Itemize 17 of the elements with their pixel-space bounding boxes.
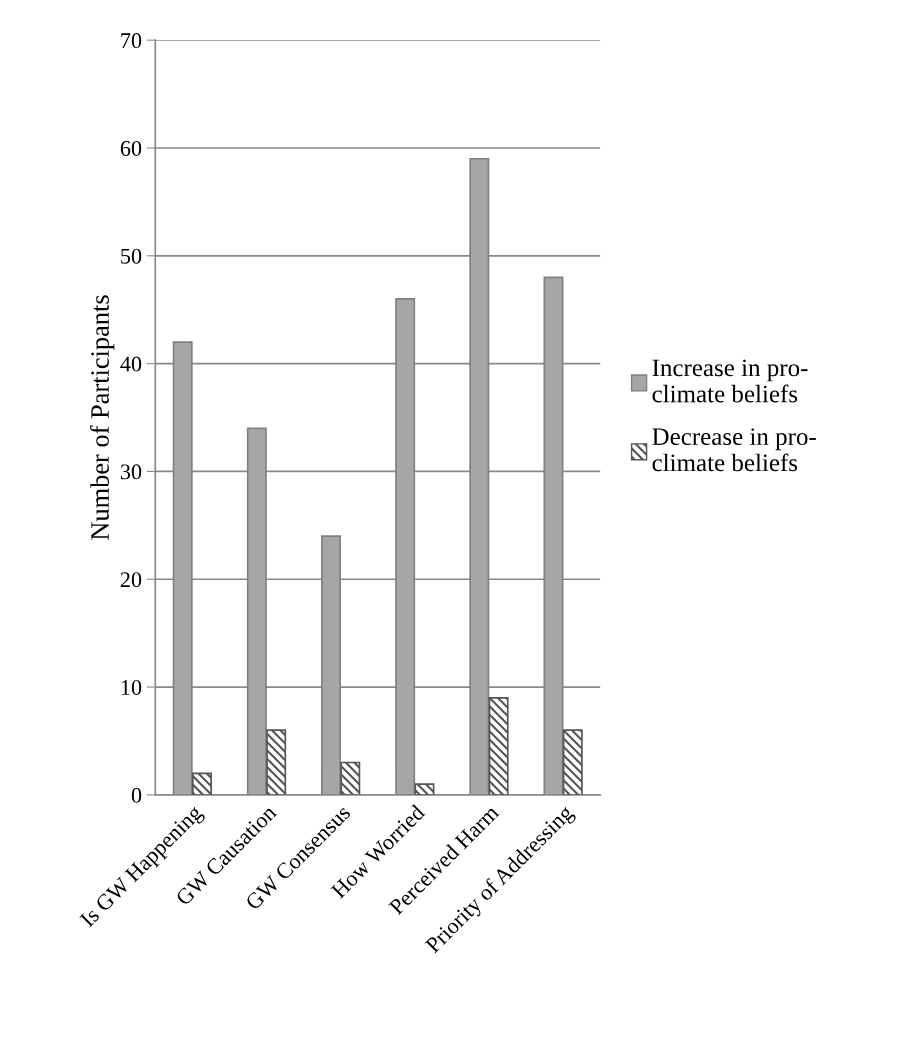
bar [562,729,583,795]
y-tick-label: 40 [120,356,142,372]
bar [191,772,212,795]
y-tick-label: 70 [121,33,142,49]
legend-label: Increase in pro-climate beliefs [652,359,808,403]
y-tick-label: 10 [121,679,142,695]
bar [266,729,287,795]
y-tick-label: 60 [120,140,142,156]
bar [340,761,361,795]
y-tick-label: 30 [120,464,142,480]
y-tick-label: 50 [121,248,142,264]
bar [414,783,435,795]
legend-label: Decrease in pro-climate beliefs [652,428,816,472]
bar [488,696,509,795]
y-tick-label: 0 [131,787,142,803]
y-axis-title: Number of Participants [90,295,115,540]
y-tick-label: 20 [120,572,142,588]
